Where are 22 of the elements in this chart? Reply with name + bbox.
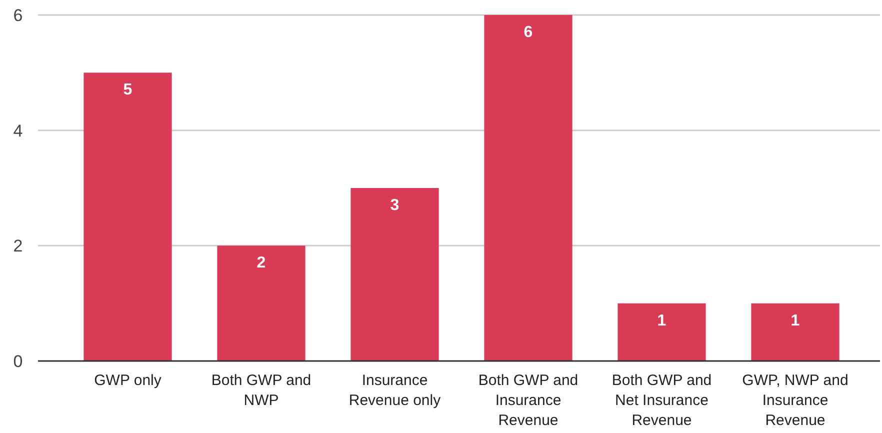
data-label: 5 bbox=[123, 82, 132, 99]
data-label: 3 bbox=[390, 197, 400, 214]
data-label: 2 bbox=[256, 254, 266, 272]
x-tick-label: Both GWP and Net Insurance Revenue bbox=[612, 372, 712, 429]
bar bbox=[484, 15, 572, 361]
x-tick-label: GWP, NWP and Insurance Revenue bbox=[742, 372, 848, 429]
x-tick-label: GWP only bbox=[94, 372, 162, 389]
x-tick-label: Insurance Revenue only bbox=[348, 372, 442, 409]
bar bbox=[350, 188, 439, 361]
x-tick-label: Both GWP and Insurance Revenue bbox=[478, 372, 578, 429]
bar bbox=[751, 303, 840, 361]
y-tick-label: 2 bbox=[13, 236, 23, 256]
bar bbox=[84, 72, 172, 361]
y-tick-label: 0 bbox=[13, 352, 23, 371]
y-tick-label: 6 bbox=[13, 6, 23, 25]
bar bbox=[217, 246, 306, 361]
data-label: 1 bbox=[790, 312, 800, 330]
y-tick-label: 4 bbox=[13, 121, 23, 140]
x-tick-label: Both GWP and NWP bbox=[211, 372, 312, 409]
data-label: 6 bbox=[524, 24, 533, 41]
bar bbox=[618, 303, 706, 361]
data-label: 1 bbox=[657, 312, 666, 330]
